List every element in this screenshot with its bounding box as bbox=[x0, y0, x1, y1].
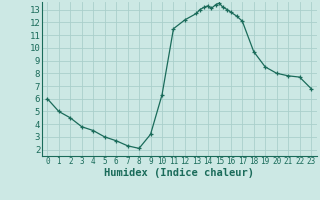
X-axis label: Humidex (Indice chaleur): Humidex (Indice chaleur) bbox=[104, 168, 254, 178]
